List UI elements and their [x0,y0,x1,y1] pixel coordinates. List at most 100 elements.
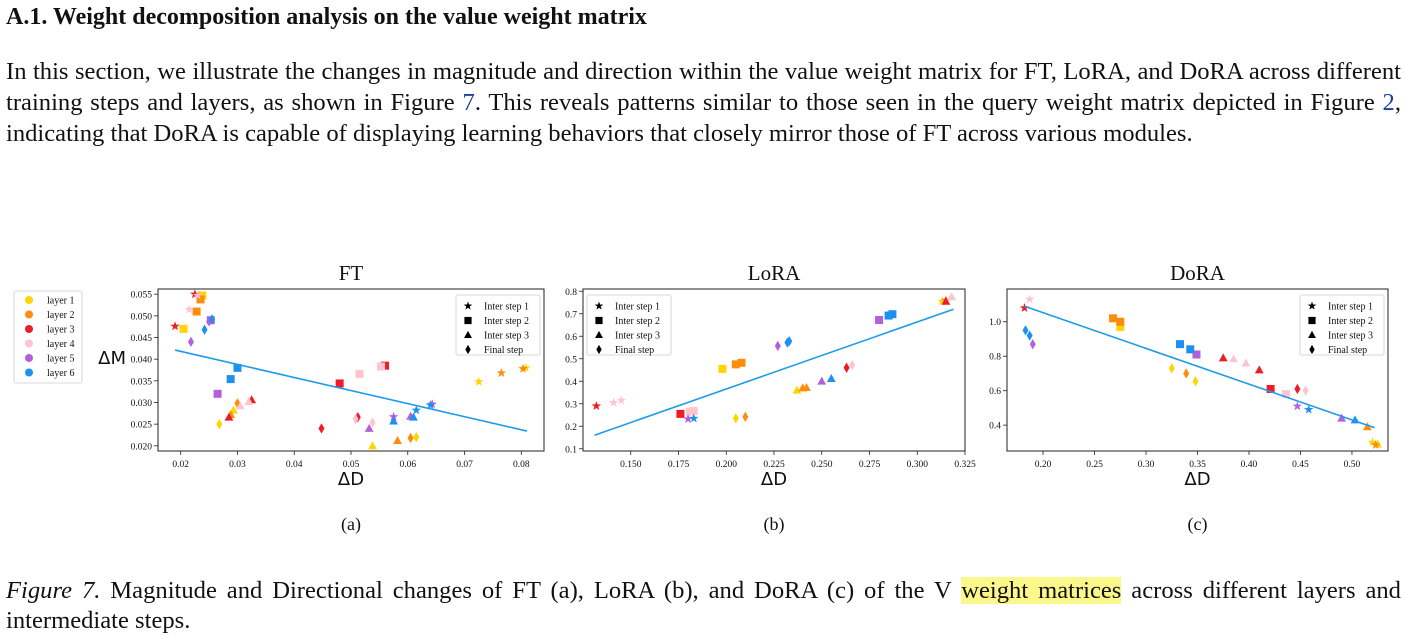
marker-legend-frame [586,294,672,356]
triangle-marker [464,330,472,339]
y-tick-label: 0.025 [131,421,153,431]
figure-ref-link[interactable]: 2 [1382,89,1395,116]
triangle-marker [224,412,234,421]
x-tick-label: 0.03 [229,460,246,470]
figure-caption: Figure 7. Magnitude and Directional chan… [6,576,1401,636]
figure-ref-link[interactable]: 7 [462,89,475,116]
star-marker [190,289,200,299]
marker-legend-label: Inter step 1 [1328,302,1373,313]
x-tick-label: 0.08 [513,460,530,470]
marker-legend-label: Inter step 3 [615,331,660,342]
triangle-marker [235,401,245,410]
legend-dot-icon [25,368,33,377]
diamond-marker [1026,330,1033,341]
body-paragraph: In this section, we illustrate the chang… [6,56,1401,149]
diamond-marker [849,359,856,371]
diamond-marker [1168,363,1175,374]
chart-title: DoRA [1170,261,1226,285]
square-marker [685,407,694,416]
star-marker [473,376,484,386]
x-axis-label: ΔD [1184,469,1210,490]
legend-dot-icon [25,310,33,319]
paragraph-text: , indicating that DoRA is capable of dis… [6,89,1401,147]
y-tick-label: 0.020 [131,442,153,452]
y-tick-label: 0.8 [565,288,577,298]
star-marker [1303,404,1314,414]
square-marker [1186,345,1195,354]
x-axis-label: ΔD [761,469,787,490]
section-heading: A.1. Weight decomposition analysis on th… [6,4,647,30]
y-tick-label: 0.5 [565,355,577,365]
x-tick-label: 0.250 [811,460,833,470]
diamond-marker [465,344,471,355]
triangle-marker [1337,413,1347,422]
square-marker [179,324,188,333]
star-marker [1307,301,1317,310]
square-marker [737,358,746,367]
diamond-marker [1029,338,1036,350]
marker-legend-label: Final step [1328,345,1367,356]
y-axis-label: ΔM [98,348,126,369]
triangle-marker [244,397,254,406]
y-tick-label: 0.4 [989,422,1001,432]
x-tick-label: 0.06 [399,460,416,470]
x-tick-label: 0.45 [1292,460,1309,470]
marker-legend-label: Inter step 3 [484,331,529,342]
regression-line [174,349,528,432]
star-marker [683,414,693,424]
marker-legend-label: Inter step 2 [615,316,660,327]
x-tick-label: 0.25 [1086,460,1103,470]
figure-7: layer 1 layer 2 layer 3 layer 4 layer 5 layer… [13,261,1389,535]
x-tick-label: 0.30 [1138,460,1155,470]
star-marker [591,401,602,411]
diamond-marker [1022,325,1029,336]
y-tick-label: 0.050 [131,312,153,322]
y-tick-label: 0.4 [565,378,577,388]
diamond-marker [352,413,359,425]
star-marker [616,395,626,405]
caption-highlight[interactable]: weight matrices [961,577,1122,604]
regression-line [594,308,954,437]
square-marker [888,310,897,319]
triangle-marker [941,296,951,305]
marker-legend-label: Inter step 1 [484,302,529,313]
x-tick-label: 0.40 [1241,460,1258,470]
x-tick-label: 0.20 [1035,460,1052,470]
caption-text: across different layers and intermediate… [6,577,1401,634]
square-marker [1282,390,1291,399]
x-tick-label: 0.02 [172,460,189,470]
caption-text: Magnitude and Directional changes of FT … [100,577,962,604]
diamond-marker [1302,385,1309,396]
triangle-marker [368,441,377,450]
triangle-marker [1229,354,1238,363]
diamond-marker [784,337,791,348]
legend-dot-icon [25,296,33,304]
triangle-marker [1218,353,1228,362]
square-marker [1266,384,1275,393]
square-marker [875,316,884,325]
y-tick-label: 0.1 [565,445,577,455]
triangle-marker [393,436,402,445]
layer-legend: layer 1 layer 2 layer 3 layer 4 layer 5 layer… [13,290,83,384]
square-marker [718,364,727,373]
subfigure-label: (c) [1188,514,1208,535]
star-marker [192,290,203,300]
subfigure-label: (a) [341,514,361,535]
marker-legend: Inter step 1 Inter step 2 Inter step 3 Fina… [455,294,541,356]
triangle-marker [1254,365,1264,374]
star-marker [937,296,947,306]
square-marker [1308,316,1316,325]
legend-label: layer 2 [47,310,75,321]
diamond-marker [843,362,850,373]
square-marker [226,375,235,384]
triangle-marker [1308,330,1316,339]
diamond-marker [1192,376,1199,387]
legend-label: layer 3 [47,325,75,336]
x-tick-label: 0.225 [763,460,785,470]
diamond-marker [206,316,213,327]
square-marker [335,379,344,388]
marker-legend-label: Inter step 1 [615,302,660,313]
diamond-marker [187,336,194,348]
star-marker [689,413,699,423]
marker-legend-frame [1299,294,1385,356]
